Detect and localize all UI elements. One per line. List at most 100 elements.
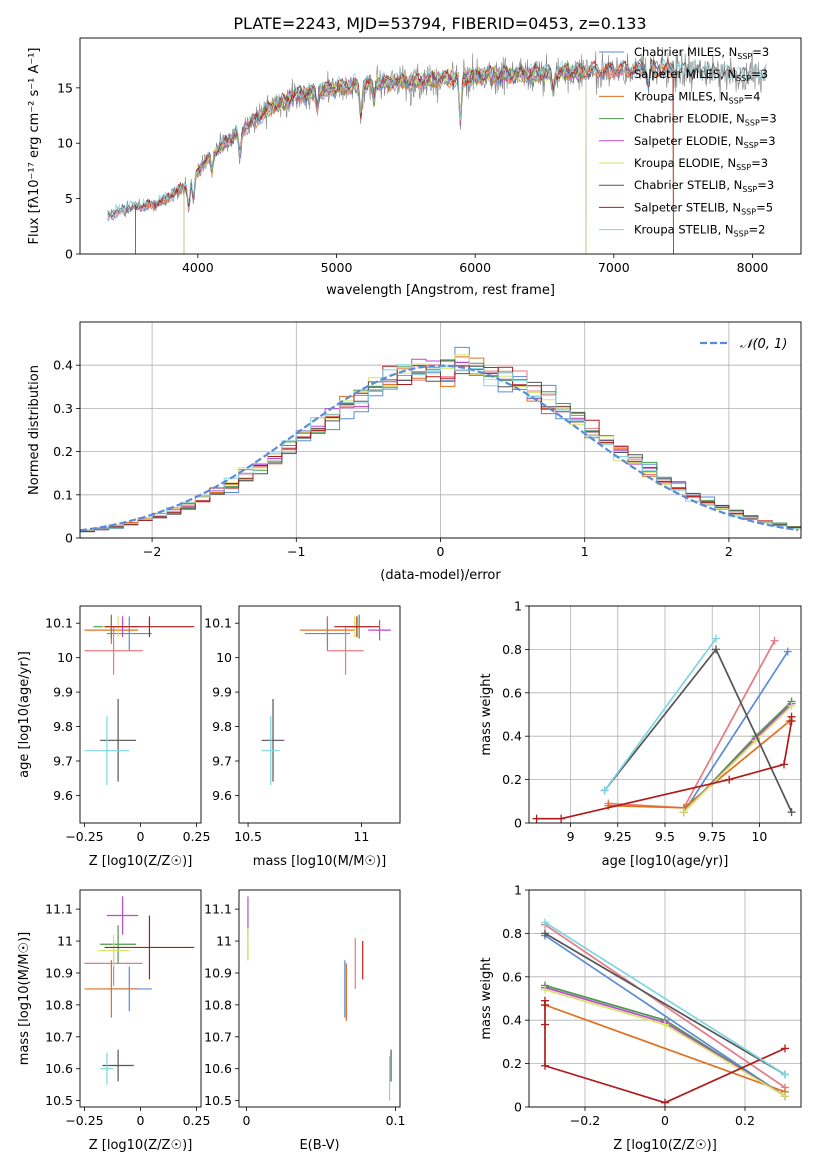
x-tick-label: 0.25 (183, 1113, 211, 1128)
y-tick-label: 0.6 (502, 969, 522, 984)
y-axis-label: Flux [fλ10⁻¹⁷ erg cm⁻² s⁻¹ A⁻¹] (27, 48, 42, 245)
weight-marker (600, 786, 609, 795)
data-point-7 (104, 616, 195, 637)
axes-frame (79, 321, 802, 539)
y-tick-label: 1 (514, 883, 522, 898)
plot-area (84, 614, 195, 786)
weight-marker (541, 1001, 549, 1010)
y-tick-label: 10.7 (45, 1029, 73, 1044)
weight-marker (557, 814, 566, 823)
y-tick-label: 10.8 (45, 997, 73, 1012)
x-tick-label: 8000 (737, 260, 769, 275)
y-tick-label: 10.7 (204, 1029, 232, 1044)
x-axis-label: mass [log10(M/M☉)] (253, 854, 386, 869)
x-tick-label: 9.5 (655, 829, 675, 844)
y-tick-label: 0.4 (53, 358, 73, 373)
legend-label: Kroupa ELODIE, NSSP=3 (634, 156, 768, 172)
plot-area (541, 918, 789, 1107)
y-tick-label: 10.6 (45, 1061, 73, 1076)
weight-line-0 (544, 934, 786, 1097)
panel-weight_vs_age: 9 9.25 9.5 9.75 10 0 0.2 0.4 0.6 0.8 1 age [log10(a… (479, 599, 802, 869)
x-axis-label: wavelength [Angstrom, rest frame] (326, 283, 555, 298)
x-axis-label: Z [log10(Z/Z☉)] (613, 1138, 717, 1153)
weight-marker (770, 636, 779, 645)
residual-histogram-7 (80, 365, 801, 532)
y-tick-label: 1 (514, 599, 522, 614)
y-tick-label: 0 (514, 816, 522, 831)
x-tick-label: 5000 (321, 260, 353, 275)
weight-marker (787, 712, 796, 721)
weight-marker (725, 775, 734, 784)
y-tick-label: 0.4 (502, 729, 522, 744)
y-tick-label: 0.2 (53, 444, 73, 459)
x-tick-label: 0 (137, 829, 145, 844)
y-tick-label: 10.5 (204, 1093, 232, 1108)
legend-label: Salpeter STELIB, NSSP=5 (634, 200, 773, 216)
weight-line-1 (544, 923, 786, 1089)
y-tick-label: 9.6 (53, 788, 73, 803)
weight-marker (541, 1020, 549, 1029)
normal-reference-curve (80, 364, 799, 532)
model-line-2 (135, 62, 674, 254)
weight-marker (541, 929, 549, 938)
y-tick-label: 10 (216, 650, 232, 665)
x-axis-label: Z [log10(Z/Z☉)] (89, 1138, 193, 1153)
plot-area (80, 346, 801, 533)
x-tick-label: 0.25 (183, 829, 211, 844)
residual-histogram-8 (80, 364, 801, 531)
panel-residuals: −2 −1 0 1 2 0 0.1 0.2 0.3 0.4 𝒩(0, 1) (data-model)/… (27, 321, 802, 583)
panel-spectrum: 4000 5000 6000 7000 8000 0 5 10 15 Chabrier MILES… (27, 37, 802, 298)
weight-marker (541, 985, 549, 994)
y-tick-label: 5 (65, 191, 73, 206)
y-tick-label: 9.8 (212, 719, 232, 734)
x-tick-label: 9 (567, 829, 575, 844)
y-tick-label: 10 (57, 650, 73, 665)
model-line-0 (107, 62, 674, 254)
x-tick-label: 6000 (459, 260, 491, 275)
x-tick-label: −2 (143, 544, 161, 559)
y-tick-label: 0.8 (502, 642, 522, 657)
model-line-8 (107, 58, 767, 217)
y-tick-label: 11 (57, 934, 73, 949)
legend-label: Chabrier STELIB, NSSP=3 (634, 178, 774, 194)
y-tick-label: 11.1 (204, 902, 232, 917)
x-tick-label: −0.25 (65, 1113, 103, 1128)
figure-title: PLATE=2243, MJD=53794, FIBERID=0453, z=0… (233, 14, 646, 33)
y-tick-label: 10.1 (204, 616, 232, 631)
x-axis-label: E(B-V) (299, 1138, 339, 1153)
axes-frame (238, 889, 401, 1108)
axes-frame (79, 889, 202, 1108)
data-point-8 (100, 1052, 114, 1085)
plot-area (261, 614, 391, 786)
y-tick-label: 9.7 (212, 754, 232, 769)
x-tick-label: 4000 (182, 260, 214, 275)
x-tick-label: 2 (725, 544, 733, 559)
weight-line-6 (544, 932, 786, 1076)
weight-marker (781, 1070, 789, 1079)
y-tick-label: 11 (216, 934, 232, 949)
spectrum-legend: Chabrier MILES, NSSP=3 Salpeter MILES, NS… (599, 45, 777, 239)
data-point-2 (300, 616, 355, 644)
y-axis-label: age [log10(age/yr)] (17, 651, 32, 778)
weight-marker (661, 1098, 669, 1107)
x-tick-label: 0 (242, 1113, 250, 1128)
data-point-1 (327, 626, 364, 675)
weight-marker (781, 1092, 789, 1101)
weight-marker (541, 1061, 549, 1070)
weight-marker (787, 808, 796, 817)
plot-area (107, 44, 767, 254)
y-tick-label: 0.1 (53, 487, 73, 502)
y-tick-label: 0.4 (502, 1013, 522, 1028)
x-tick-label: 1 (581, 544, 589, 559)
weight-marker (787, 701, 796, 710)
x-tick-label: −0.25 (65, 829, 103, 844)
plot-area (532, 634, 796, 823)
weight-marker (541, 918, 549, 927)
y-axis-label: mass [log10(M/M☉)] (17, 932, 32, 1065)
weight-marker (780, 760, 788, 769)
x-tick-label: 0 (437, 544, 445, 559)
weight-marker (712, 645, 720, 654)
y-tick-label: 11.1 (45, 902, 73, 917)
y-tick-label: 10.6 (204, 1061, 232, 1076)
